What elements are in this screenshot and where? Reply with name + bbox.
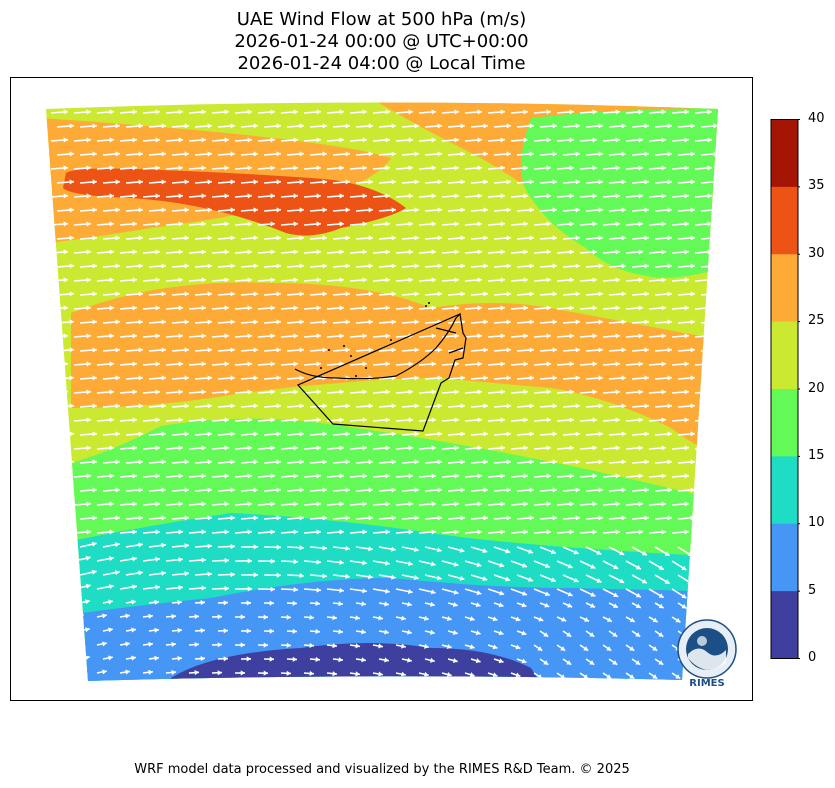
- band-15-20-northeast: [521, 108, 718, 278]
- colorbar-tick-20: 20: [808, 380, 825, 396]
- band-30-35-north: [63, 168, 406, 236]
- colorbar: [770, 119, 800, 659]
- colorbar-bin-25-30: [771, 253, 798, 322]
- colorbar-tick-0: 0: [808, 650, 817, 665]
- uae-boundary: [294, 313, 467, 432]
- colorbar-tick-30: 30: [808, 245, 825, 261]
- wind-speed-fill: [46, 102, 718, 681]
- colorbar-bin-20-25: [771, 321, 798, 389]
- colorbar-bin-0-5: [771, 590, 798, 659]
- colorbar-tick-5: 5: [808, 582, 817, 598]
- colorbar-tick-15: 15: [808, 447, 825, 463]
- colorbar-bin-10-15: [771, 455, 798, 524]
- colorbar-tick-10: 10: [808, 515, 825, 531]
- chart-subtitle-utc: 2026-01-24 00:00 @ UTC+00:00: [234, 31, 529, 52]
- uae-islands: [320, 302, 430, 377]
- colorbar-bin-35-40: [771, 119, 798, 187]
- colorbar-tick-40: 40: [808, 111, 825, 126]
- band-25-30-central: [71, 282, 718, 468]
- colorbar-tick-35: 35: [808, 178, 825, 194]
- colorbar-tick-25: 25: [808, 313, 825, 329]
- footer-credit: WRF model data processed and visualized …: [134, 762, 630, 777]
- rimes-logo: RIMES: [676, 618, 738, 689]
- chart-title: UAE Wind Flow at 500 hPa (m/s): [236, 9, 527, 30]
- chart-subtitle-local: 2026-01-24 04:00 @ Local Time: [237, 53, 526, 74]
- colorbar-bin-5-10: [771, 523, 798, 592]
- map-frame: [10, 77, 753, 701]
- svg-text:RIMES: RIMES: [689, 678, 724, 688]
- wind-map: [46, 102, 718, 681]
- colorbar-bin-30-35: [771, 186, 798, 255]
- colorbar-bin-15-20: [771, 388, 798, 457]
